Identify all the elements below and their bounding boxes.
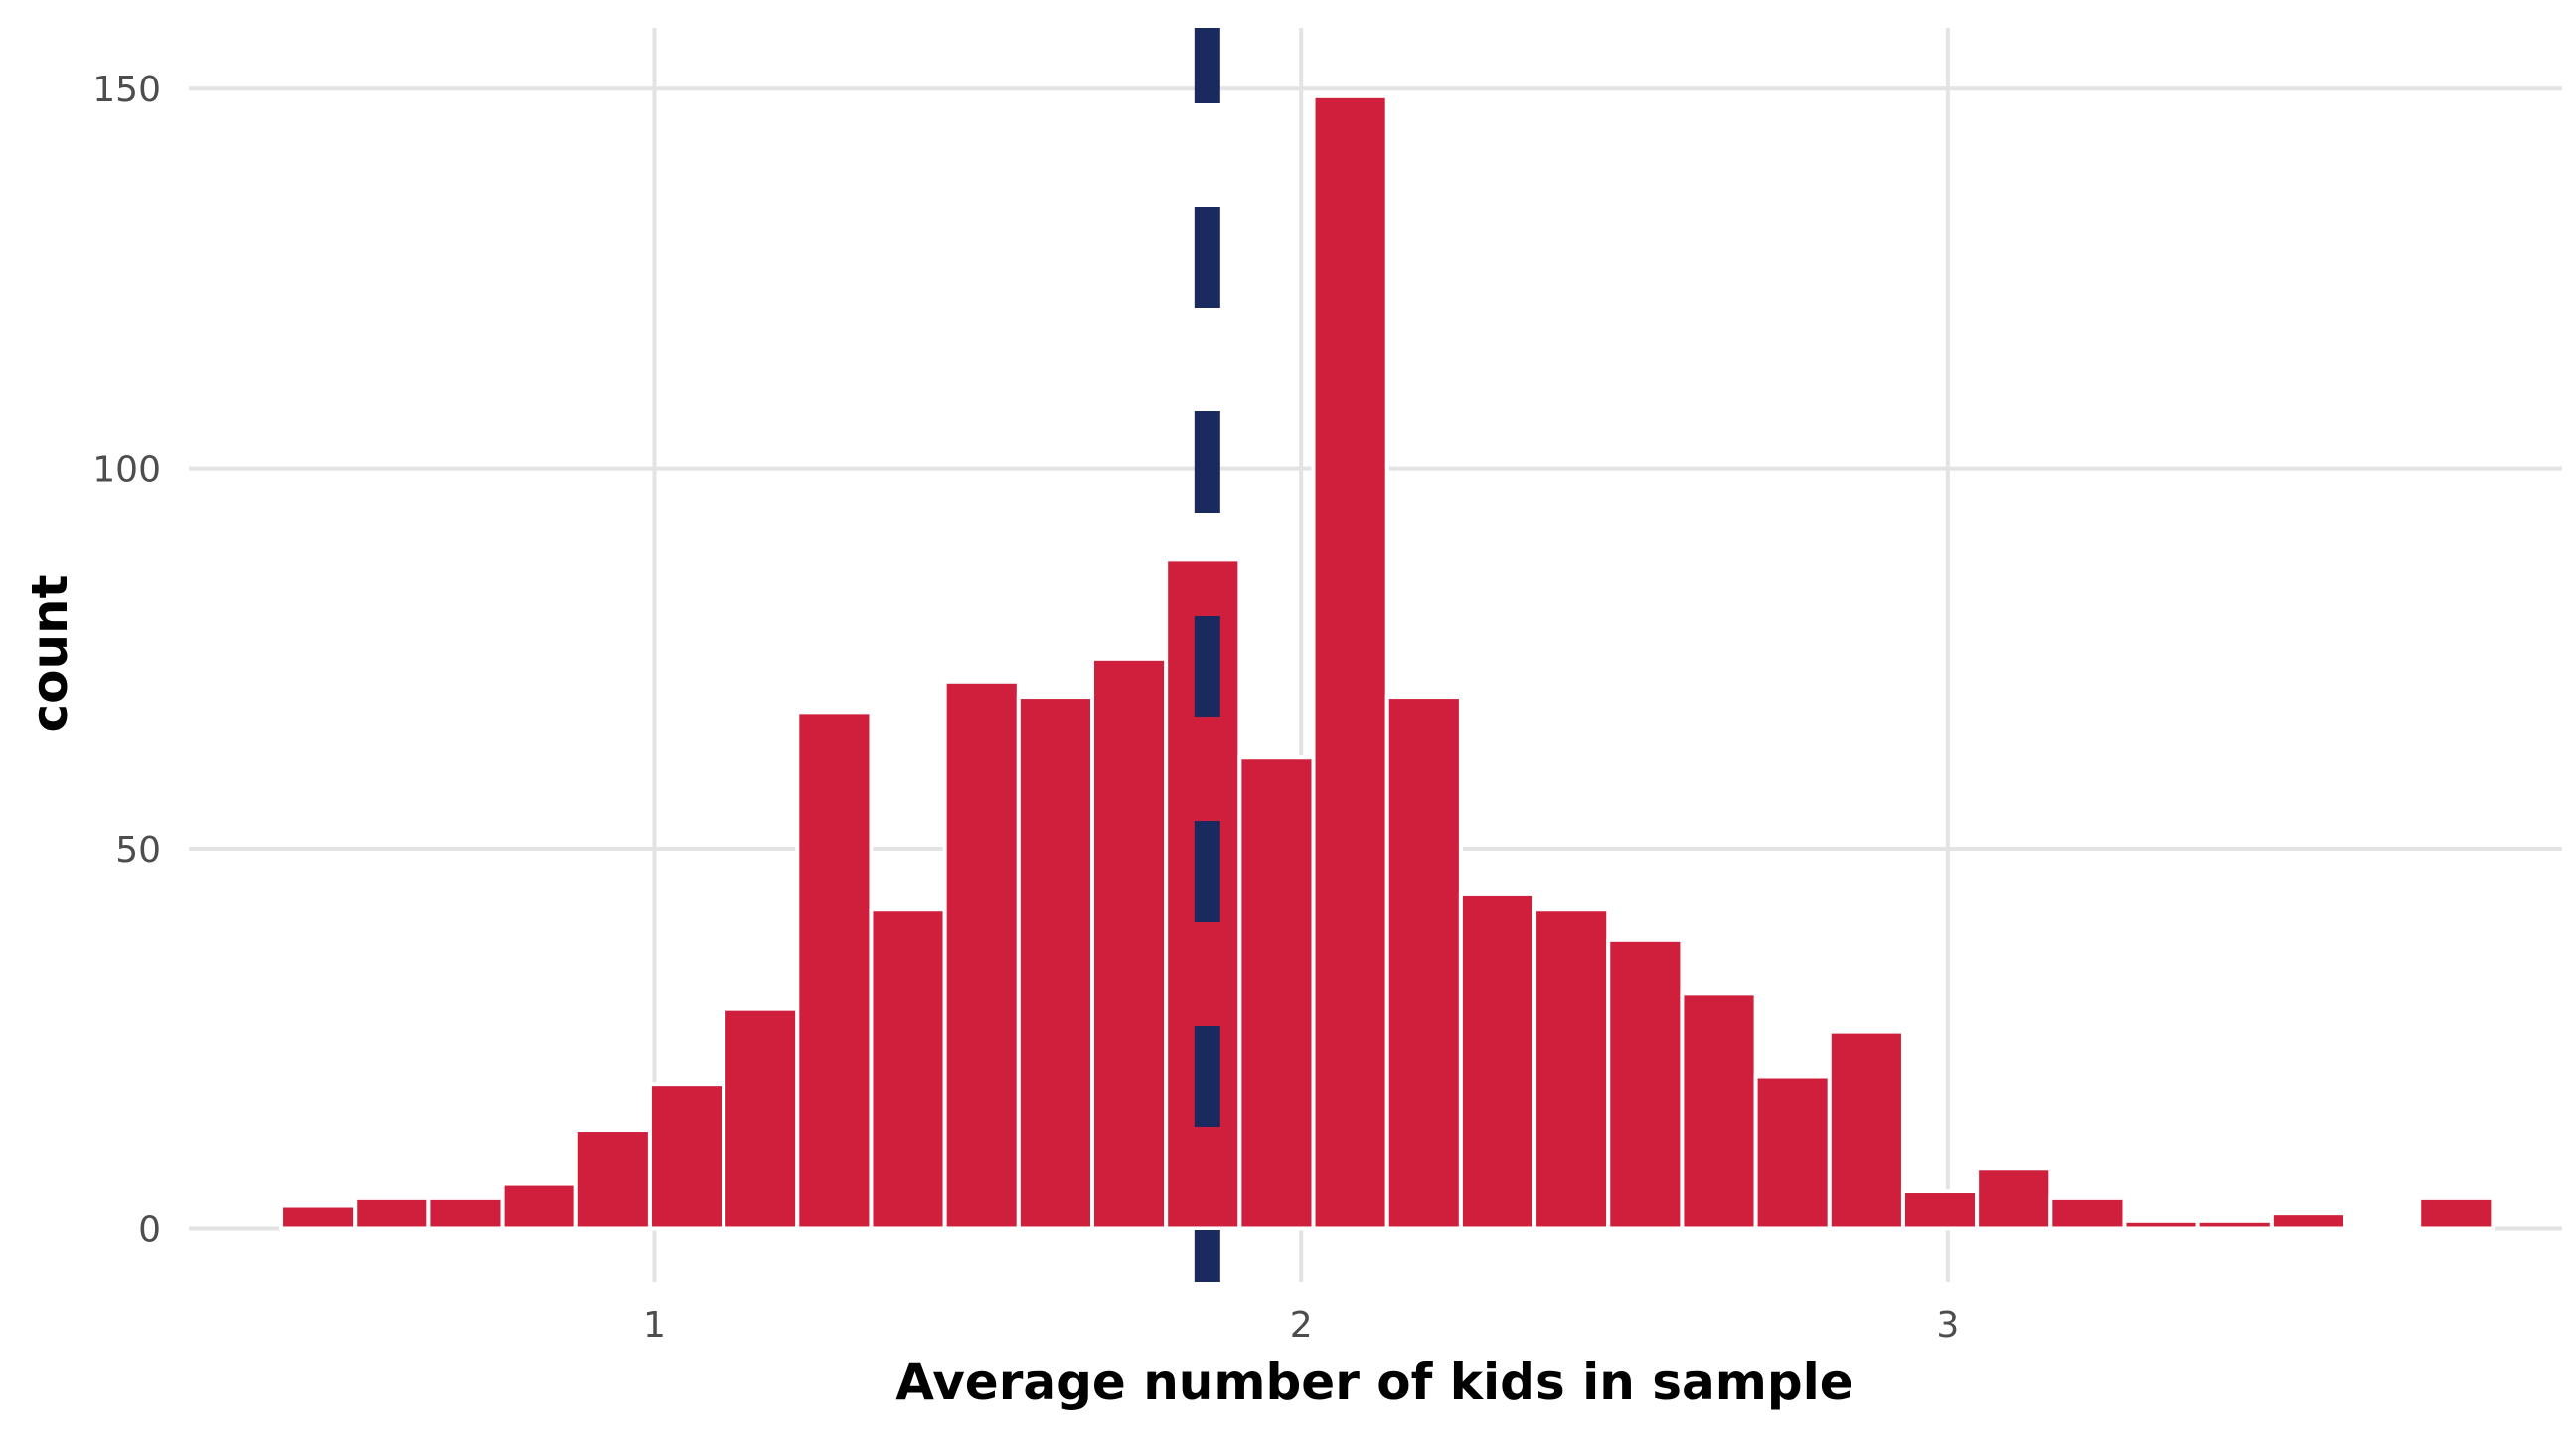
histogram-bar (2269, 1211, 2348, 1231)
histogram-bar (2195, 1218, 2274, 1231)
histogram-bar (722, 1006, 800, 1231)
histogram-bar (2417, 1195, 2496, 1231)
histogram-bar (2048, 1195, 2127, 1231)
histogram-bars (279, 93, 2496, 1231)
x-tick-label: 2 (1290, 1305, 1313, 1346)
histogram-bar (942, 679, 1021, 1231)
histogram-bar (573, 1128, 652, 1231)
y-tick-label: 100 (92, 450, 161, 491)
x-tick-label: 1 (643, 1305, 666, 1346)
histogram-bar (1016, 695, 1095, 1231)
x-axis-tick-labels: 1 2 3 (643, 1305, 1959, 1346)
histogram-bar (1753, 1074, 1832, 1231)
y-tick-label: 150 (92, 70, 161, 110)
y-tick-label: 50 (115, 830, 161, 871)
histogram-bar (1827, 1029, 1905, 1231)
histogram-bar (1237, 755, 1316, 1231)
histogram-bar (795, 710, 874, 1231)
x-tick-label: 3 (1936, 1305, 1959, 1346)
histogram-bar (353, 1195, 431, 1231)
x-axis-title: Average number of kids in sample (895, 1353, 1852, 1411)
histogram-bar (1090, 656, 1169, 1231)
histogram-bar (1900, 1189, 1980, 1231)
histogram-bar (279, 1203, 358, 1231)
histogram-bar (1532, 907, 1611, 1231)
y-axis-tick-labels: 0 50 100 150 (92, 70, 161, 1250)
histogram-bar (1606, 937, 1685, 1231)
histogram-bar (1458, 891, 1537, 1231)
histogram-bar (2122, 1218, 2200, 1231)
histogram-bar (647, 1082, 726, 1231)
histogram-bar (1311, 93, 1389, 1231)
histogram-bar (1680, 991, 1758, 1231)
histogram-bar (426, 1195, 505, 1231)
y-tick-label: 0 (138, 1209, 161, 1250)
y-axis-title: count (21, 574, 79, 732)
histogram-bar (1384, 695, 1463, 1231)
histogram-bar (500, 1181, 578, 1231)
histogram-bar (1975, 1166, 2053, 1231)
histogram-bar (2343, 1226, 2422, 1231)
histogram-bar (869, 907, 947, 1231)
